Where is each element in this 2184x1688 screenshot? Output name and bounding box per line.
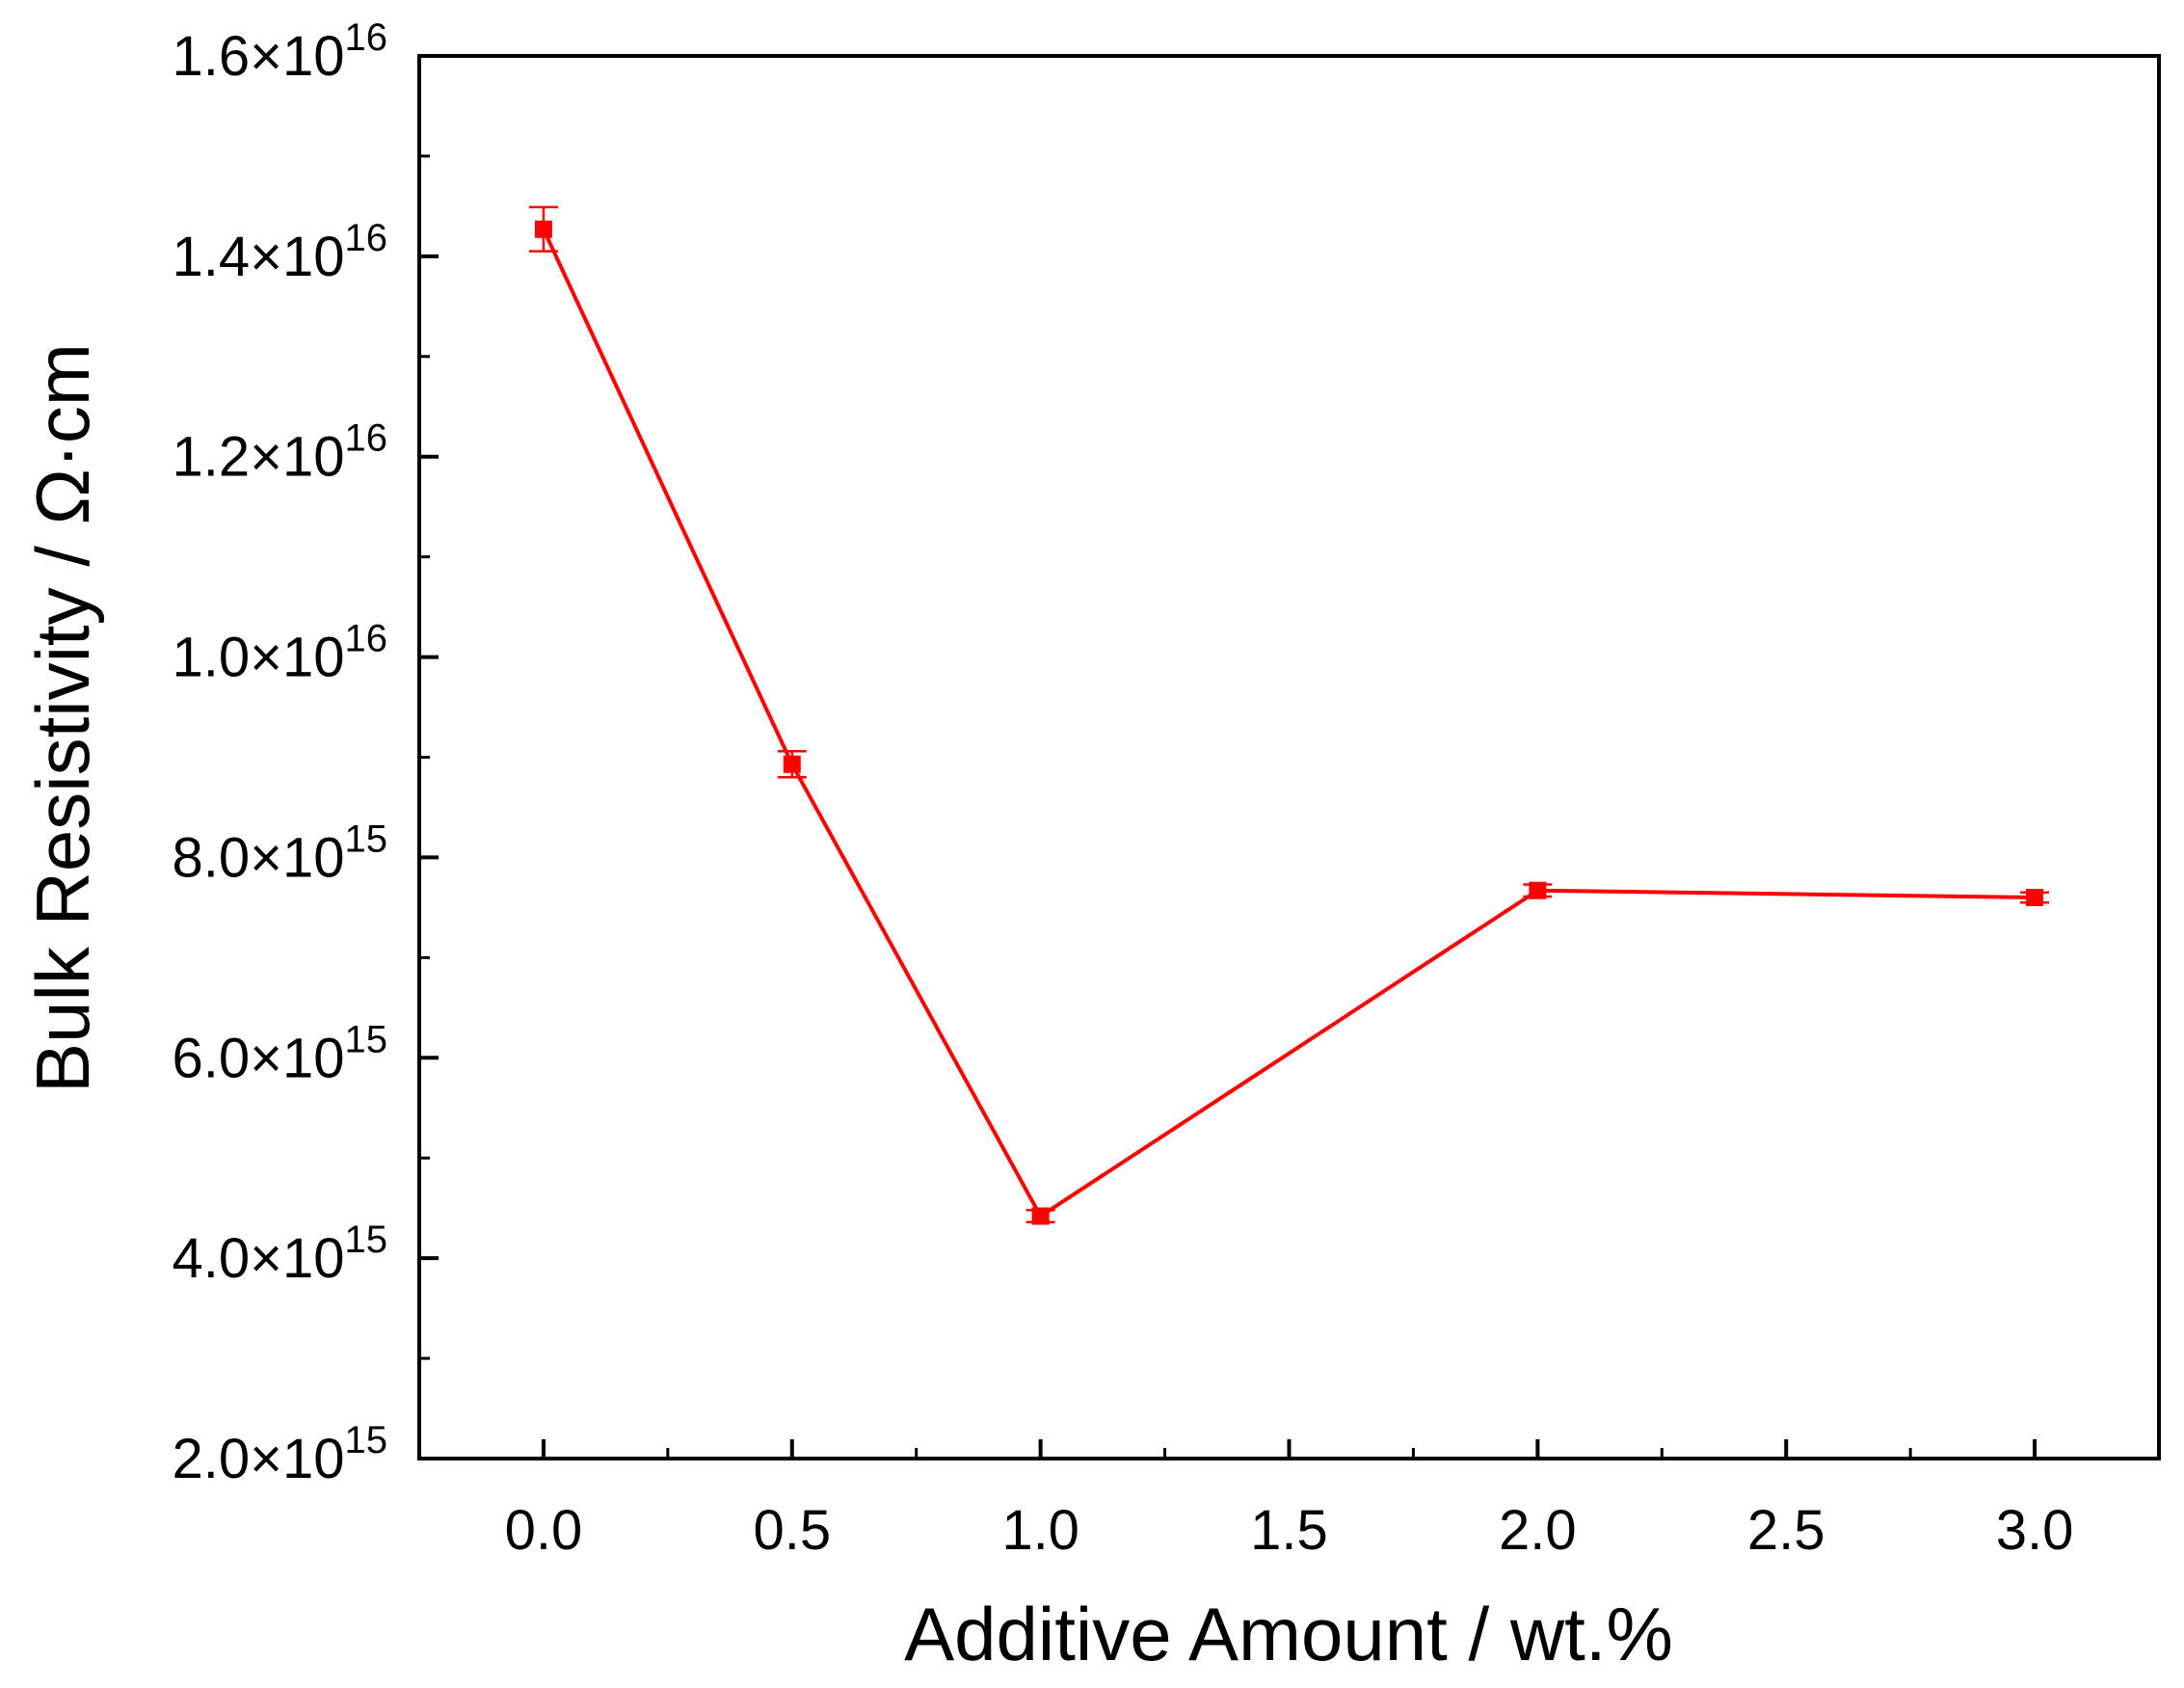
y-tick-exponent: 16 <box>345 217 388 259</box>
y-tick-label: 1.4×1016 <box>172 217 387 288</box>
data-point <box>2026 889 2044 906</box>
y-tick-mantissa: 1.6×10 <box>172 25 344 88</box>
y-tick-exponent: 15 <box>345 1419 388 1461</box>
y-tick-exponent: 15 <box>345 1018 388 1060</box>
plot-series <box>528 205 2050 1225</box>
y-tick-mantissa: 1.4×10 <box>172 226 344 288</box>
y-tick-mantissa: 1.2×10 <box>172 426 344 489</box>
y-tick-label: 6.0×1015 <box>172 1018 387 1089</box>
y-tick-exponent: 16 <box>345 417 388 460</box>
x-axis: 0.0 0.5 1.0 1.5 2.0 2.5 3.0 <box>505 1439 2074 1562</box>
y-tick-exponent: 16 <box>345 16 388 59</box>
data-point <box>783 755 801 773</box>
x-tick-label: 0.5 <box>753 1499 831 1562</box>
y-tick-exponent: 16 <box>345 618 388 660</box>
y-tick-label: 4.0×1015 <box>172 1219 387 1290</box>
y-tick-mantissa: 1.0×10 <box>172 627 344 689</box>
x-tick-label: 3.0 <box>1996 1499 2074 1562</box>
y-tick-mantissa: 4.0×10 <box>172 1227 344 1290</box>
y-tick-mantissa: 8.0×10 <box>172 826 344 889</box>
y-tick-exponent: 15 <box>345 817 388 860</box>
y-tick-mantissa: 6.0×10 <box>172 1027 344 1089</box>
y-tick-label: 2.0×1015 <box>172 1419 387 1490</box>
data-point <box>1529 881 1547 899</box>
y-tick-exponent: 15 <box>345 1219 388 1261</box>
plot-frame <box>417 54 2161 1460</box>
y-tick-label: 8.0×1015 <box>172 817 387 889</box>
x-axis-label: Additive Amount / wt.% <box>904 1592 1673 1676</box>
data-point <box>1031 1207 1050 1225</box>
x-tick-label: 1.5 <box>1250 1499 1328 1562</box>
y-tick-label: 1.6×1016 <box>172 16 387 88</box>
x-tick-label: 0.0 <box>505 1499 583 1562</box>
y-tick-mantissa: 2.0×10 <box>172 1428 344 1490</box>
x-tick-label: 1.0 <box>1001 1499 1079 1562</box>
series-line <box>542 228 2036 1219</box>
x-tick-label: 2.5 <box>1747 1499 1825 1562</box>
data-point <box>534 220 552 238</box>
x-tick-label: 2.0 <box>1499 1499 1577 1562</box>
y-axis-label: Bulk Resistivity / Ω·cm <box>20 343 105 1093</box>
y-tick-label: 1.0×1016 <box>172 618 387 689</box>
y-tick-label: 1.2×1016 <box>172 417 387 489</box>
y-axis: 2.0×10154.0×10156.0×10158.0×10151.0×1016… <box>172 16 439 1490</box>
